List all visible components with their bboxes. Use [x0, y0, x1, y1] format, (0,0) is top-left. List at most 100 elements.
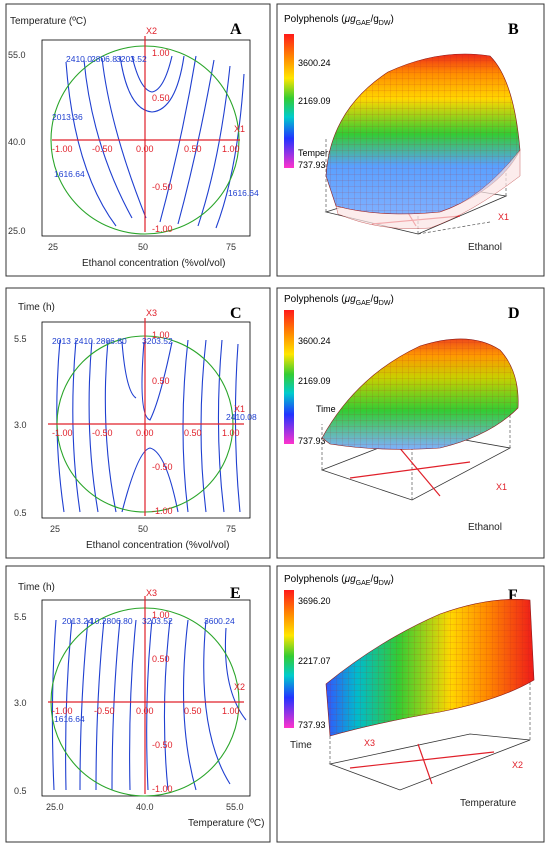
panel-c-contour-label-3: 2806.80	[96, 336, 127, 346]
panel-e-ytick-55: 5.5	[14, 612, 27, 622]
panel-e-xtick-25: 25.0	[46, 802, 64, 812]
panel-c-contour-label-5: 2410.08	[226, 412, 257, 422]
panel-d-colorbar	[284, 310, 294, 444]
panel-a-cy-n05: -0.50	[152, 182, 173, 192]
panel-a-cy-n1: -1.00	[152, 224, 173, 234]
panel-a-plot-frame	[41, 39, 251, 237]
panel-a-border	[5, 3, 271, 277]
panel-d-x-label: Ethanol	[468, 522, 502, 533]
panel-d-title: Polyphenols (μgGAE/gDW)	[284, 294, 394, 307]
panel-e-contour-label-2: 10.2806.80	[90, 616, 133, 626]
panel-f-x3-label: X3	[364, 738, 375, 748]
panel-e-ylabel: Time (h)	[18, 582, 55, 593]
panel-e-contour-label-3: 3203.52	[142, 616, 173, 626]
panel-c-ytick-55: 5.5	[14, 334, 27, 344]
panel-e-coded-y-axis: X3	[146, 588, 157, 598]
panel-f-cb-mid: 2217.07	[298, 656, 331, 666]
panel-c-cy-1: 1.00	[152, 330, 170, 340]
panel-d-x1-label: X1	[496, 482, 507, 492]
panel-e-ytick-3: 3.0	[14, 698, 27, 708]
panel-f-x2-label: X2	[512, 760, 523, 770]
panel-b-x1-label: X1	[498, 212, 509, 222]
panel-e-cy-05: 0.50	[152, 654, 170, 664]
panel-a-xtick-25: 25	[48, 242, 58, 252]
panel-f-x-label: Temperature	[460, 798, 517, 809]
panel-d-border	[276, 287, 545, 559]
panel-c-xtick-75: 75	[226, 524, 236, 534]
panel-e-contour-label-1: 2013.24	[62, 616, 93, 626]
panel-c-xtick-50: 50	[138, 524, 148, 534]
panel-d-floor-axis-1	[349, 461, 471, 479]
panel-c-contour-label-1: 2013	[52, 336, 71, 346]
panel-d-cb-min: 737.93	[298, 436, 326, 446]
panel-a-cx-n05: -0.50	[92, 144, 113, 154]
panel-b-cb-min: 737.93	[298, 160, 326, 170]
panel-c-cy-n1: -1.00	[152, 506, 173, 516]
panel-c-cx-05: 0.50	[184, 428, 202, 438]
panel-a-xtick-50: 50	[138, 242, 148, 252]
panel-a-cy-05: 0.50	[152, 93, 170, 103]
panel-a-letter: A	[230, 21, 242, 38]
panel-e-xlabel: Temperature (ºC)	[188, 818, 264, 829]
panel-e-letter: E	[230, 585, 241, 602]
panel-e-xtick-55: 55.0	[226, 802, 244, 812]
panel-e-ytick-05: 0.5	[14, 786, 27, 796]
panel-a-ylabel: Temperature (ºC)	[10, 16, 86, 27]
panel-c-ylabel: Time (h)	[18, 302, 55, 313]
panel-d-depth-label: Time	[316, 404, 336, 414]
panel-e: E Time (h) 5.5 3.0 0.5 25.0 40.0 55.0 Te…	[5, 565, 271, 843]
panel-c-xtick-25: 25	[50, 524, 60, 534]
panel-b-cb-mid: 2169.09	[298, 96, 331, 106]
panel-d: D Polyphenols (μgGAE/gDW) 3600.24 2169.0…	[276, 287, 545, 559]
panel-e-cx-n1: -1.00	[52, 706, 73, 716]
panel-f-surface-mesh	[326, 599, 534, 736]
panel-d-letter: D	[508, 305, 520, 322]
panel-f-depth-label: Time	[290, 740, 312, 751]
panel-e-contours	[51, 619, 247, 791]
panel-a-cx-1: 1.00	[222, 144, 240, 154]
panel-f-colorbar	[284, 590, 294, 728]
panel-b-x-label: Ethanol	[468, 242, 502, 253]
panel-c-plot-frame	[41, 321, 251, 519]
panel-e-cy-n1: -1.00	[152, 784, 173, 794]
panel-d-cb-max: 3600.24	[298, 336, 331, 346]
panel-f-cb-max: 3696.20	[298, 596, 331, 606]
panel-b-letter: B	[508, 21, 519, 38]
panel-c-coded-x-axis: X1	[234, 404, 245, 414]
panel-c-cx-n1: -1.00	[52, 428, 73, 438]
panel-c-cx-n05: -0.50	[92, 428, 113, 438]
panel-f-floor-axis-1	[349, 751, 495, 769]
panel-a-ytick-25: 25.0	[8, 226, 26, 236]
panel-a-contour-label-2: 2806.8	[91, 54, 117, 64]
panel-f-base-box	[328, 733, 531, 791]
panel-c-coded-y-axis: X3	[146, 308, 157, 318]
panel-c-cx-1: 1.00	[222, 428, 240, 438]
panel-e-cy-1: 1.00	[152, 610, 170, 620]
panel-a-contour-label-5: 1616.64	[54, 169, 85, 179]
panel-c-ytick-3: 3.0	[14, 420, 27, 430]
panel-a-contour-label-1: 2410.0	[66, 54, 92, 64]
panel-f-letter: F	[508, 587, 518, 604]
panel-e-cx-n05: -0.50	[94, 706, 115, 716]
panel-e-cx-05: 0.50	[184, 706, 202, 716]
panel-a-cx-05: 0.50	[184, 144, 202, 154]
panel-a-ytick-55: 55.0	[8, 50, 26, 60]
panel-a-contour-label-6: 1616.64	[228, 188, 259, 198]
panel-a-cy-1: 1.00	[152, 48, 170, 58]
panel-e-cx-1: 1.00	[222, 706, 240, 716]
panel-a-ytick-40: 40.0	[8, 137, 26, 147]
panel-c: C Time (h) 5.5 3.0 0.5 25 50 75 Ethanol …	[5, 287, 271, 559]
panel-f: F Polyphenols (μgGAE/gDW) 3696.20 2217.0…	[276, 565, 545, 843]
panel-e-coded-x-axis: X2	[234, 682, 245, 692]
panel-a-contours	[65, 55, 245, 229]
panel-c-contour-label-2: 2410.	[74, 336, 95, 346]
panel-c-cy-n05: -0.50	[152, 462, 173, 472]
panel-e-xtick-40: 40.0	[136, 802, 154, 812]
panel-e-border	[5, 565, 271, 843]
panel-e-contour-label-4: 3600.24	[204, 616, 235, 626]
panel-c-border	[5, 287, 271, 559]
panel-b-surface-mesh	[326, 54, 520, 214]
panel-b-depth-label: Temperature	[298, 148, 349, 158]
panel-d-surface-mesh	[322, 338, 519, 450]
